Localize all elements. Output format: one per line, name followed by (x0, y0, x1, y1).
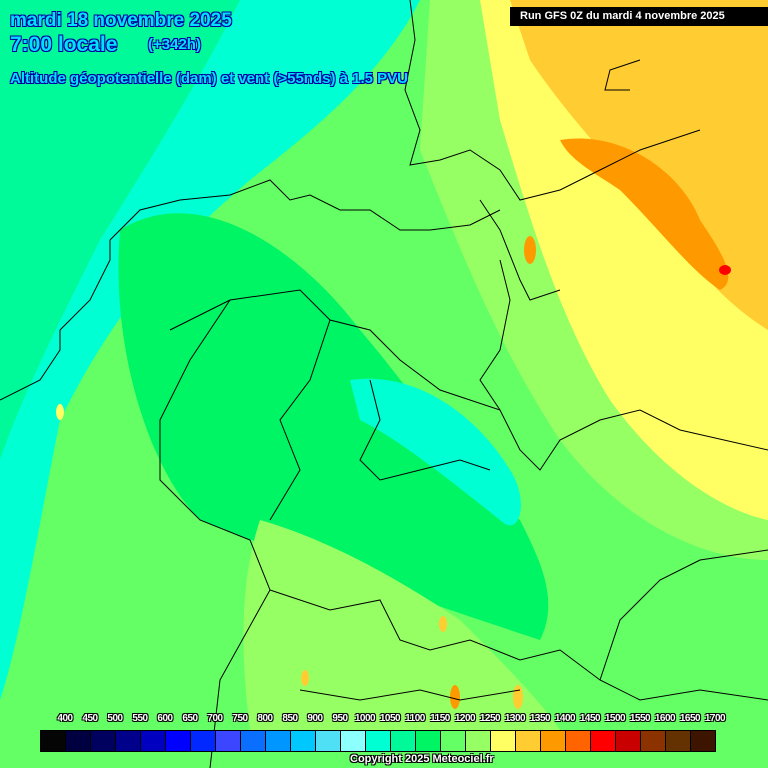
legend-swatch (691, 731, 715, 751)
legend-label: 850 (282, 713, 298, 724)
legend-swatch (166, 731, 191, 751)
copyright: Copyright 2025 Meteociel.fr (350, 753, 494, 765)
legend-label: 550 (132, 713, 148, 724)
legend-swatch (41, 731, 66, 751)
legend-label: 1500 (604, 713, 626, 724)
legend-swatch (516, 731, 541, 751)
legend-label: 1350 (529, 713, 551, 724)
legend-swatch (291, 731, 316, 751)
legend-swatch (116, 731, 141, 751)
legend-label: 650 (182, 713, 198, 724)
legend-swatch (416, 731, 441, 751)
legend-swatch (591, 731, 616, 751)
legend-swatch (466, 731, 491, 751)
field-dark-green (118, 213, 549, 641)
legend-label: 700 (207, 713, 223, 724)
legend-swatch (566, 731, 591, 751)
legend-label: 450 (82, 713, 98, 724)
parameter-title: Altitude géopotentielle (dam) et vent (>… (10, 70, 408, 87)
legend-label: 600 (157, 713, 173, 724)
legend-label: 1050 (379, 713, 401, 724)
field-green-west (0, 0, 240, 460)
field-max-red (719, 265, 731, 275)
legend-swatch (341, 731, 366, 751)
legend-label: 750 (232, 713, 248, 724)
legend-swatch (241, 731, 266, 751)
forecast-date: mardi 18 novembre 2025 (10, 10, 232, 31)
legend-swatch (141, 731, 166, 751)
legend-swatch (366, 731, 391, 751)
legend-swatch (641, 731, 666, 751)
field-cyan-central (350, 378, 521, 526)
legend-swatch (216, 731, 241, 751)
legend-label: 1150 (430, 713, 450, 724)
legend-label: 1650 (679, 713, 701, 724)
legend-swatch (191, 731, 216, 751)
legend-label: 1700 (704, 713, 726, 724)
forecast-time: 7:00 locale (10, 33, 118, 56)
legend-label: 900 (307, 713, 323, 724)
legend-label: 1400 (554, 713, 576, 724)
legend-label: 1100 (405, 713, 425, 724)
legend-swatch (616, 731, 641, 751)
legend-label: 1000 (354, 713, 376, 724)
legend-label: 1200 (454, 713, 476, 724)
legend-label: 1550 (629, 713, 651, 724)
legend-label: 1450 (579, 713, 601, 724)
legend-swatch (491, 731, 516, 751)
legend-label: 400 (57, 713, 73, 724)
legend-label: 1300 (504, 713, 526, 724)
field-lightgreen-south (243, 520, 560, 730)
legend-label: 950 (332, 713, 348, 724)
legend-label: 1250 (479, 713, 501, 724)
legend-label: 500 (107, 713, 123, 724)
legend-swatch (316, 731, 341, 751)
legend-swatch (66, 731, 91, 751)
legend-swatch (91, 731, 116, 751)
legend-swatch (541, 731, 566, 751)
legend-swatch (441, 731, 466, 751)
legend-swatch (666, 731, 691, 751)
legend-swatch (266, 731, 291, 751)
field-deep-orange (560, 138, 729, 290)
forecast-lead-time: (+342h) (148, 36, 201, 53)
legend-labels: 400 450 500 550 600 650 700 750 800 850 900 950 1000… (54, 713, 730, 727)
model-run-banner: Run GFS 0Z du mardi 4 novembre 2025 (510, 7, 768, 26)
legend-label: 800 (257, 713, 273, 724)
legend-label: 1600 (654, 713, 676, 724)
legend-swatch (391, 731, 416, 751)
color-scale-legend (40, 730, 716, 752)
